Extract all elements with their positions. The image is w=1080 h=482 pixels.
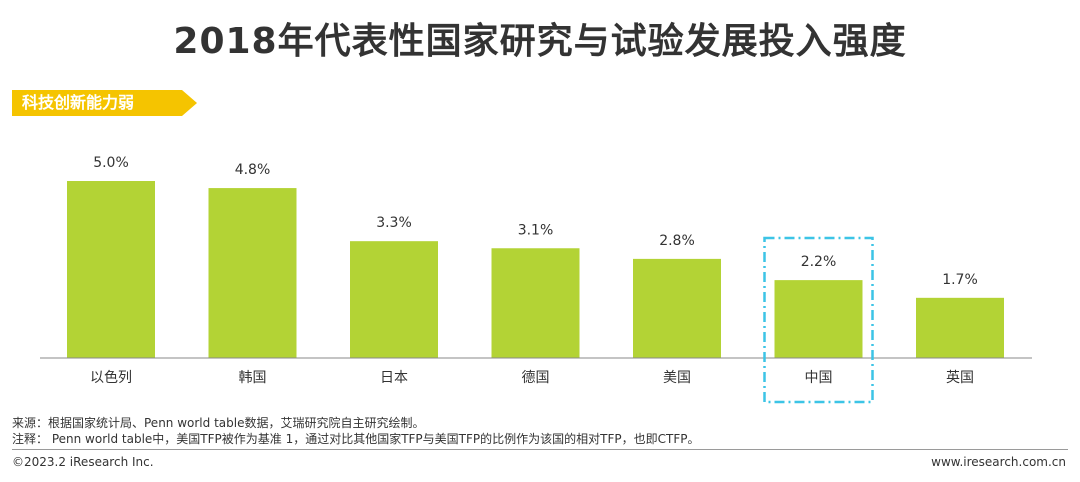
website: www.iresearch.com.cn: [931, 455, 1066, 469]
x-tick-label: 美国: [663, 370, 691, 386]
x-tick-label: 日本: [380, 370, 408, 386]
section-tag-label: 科技创新能力弱: [22, 93, 135, 112]
x-tick-label: 德国: [522, 370, 550, 386]
bar-2: [350, 241, 438, 358]
bar-value-label: 2.8%: [659, 233, 695, 249]
section-tag: 科技创新能力弱: [12, 90, 197, 116]
bar-0: [67, 181, 155, 358]
bar-1: [208, 188, 297, 358]
bar-value-label: 4.8%: [235, 162, 271, 178]
bar-3: [491, 248, 580, 358]
highlight-box: [763, 236, 874, 404]
bar-value-label: 3.1%: [518, 222, 554, 238]
tag-arrow-shape: [12, 90, 197, 116]
bar-value-label: 3.3%: [376, 215, 412, 231]
bar-chart: 5.0% 以色列 4.8% 韩国 3.3% 日本 3.1% 德国 2.8% 美国 2.2% 中国 1.7…: [40, 155, 1032, 404]
bar-value-label: 2.2%: [801, 254, 837, 270]
x-tick-label: 以色列: [90, 369, 132, 386]
bar-6: [916, 297, 1004, 358]
bar-4: [633, 258, 721, 358]
x-tick-label: 中国: [805, 370, 833, 386]
page-title: 2018年代表性国家研究与试验发展投入强度: [173, 21, 907, 62]
copyright: ©2023.2 iResearch Inc.: [12, 455, 154, 469]
bar-value-label: 5.0%: [93, 155, 129, 171]
bar-5: [774, 280, 863, 358]
x-tick-label: 韩国: [239, 370, 267, 386]
bar-value-label: 1.7%: [942, 272, 978, 288]
source-text: 来源：根据国家统计局、Penn world table数据，艾瑞研究院自主研究绘…: [12, 416, 425, 430]
footer-divider: [12, 449, 1068, 450]
x-tick-label: 英国: [946, 369, 974, 386]
note-text: 注释： Penn world table中，美国TFP被作为基准 1，通过对比其…: [12, 432, 700, 446]
